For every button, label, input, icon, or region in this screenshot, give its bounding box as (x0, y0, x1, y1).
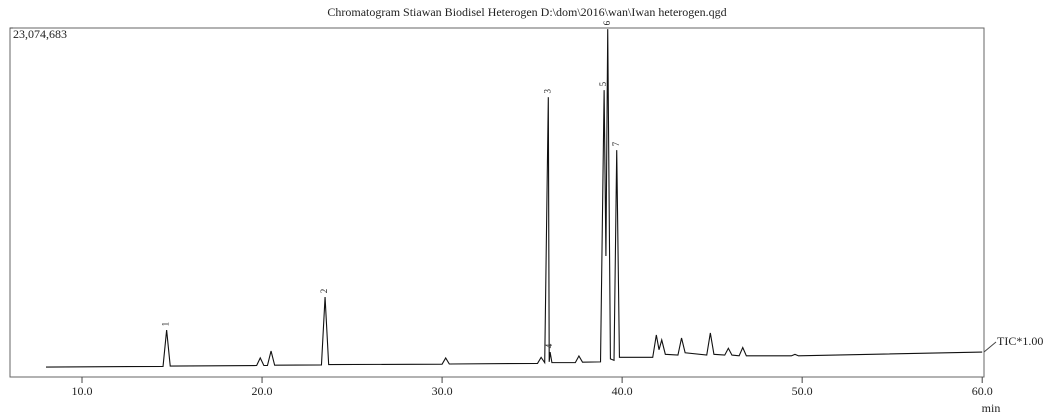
x-tick-label: 40.0 (612, 384, 633, 398)
peak-label: 4 (544, 343, 554, 348)
peak-label: 5 (598, 81, 608, 86)
peak-label: 2 (319, 289, 329, 294)
series-line (46, 29, 983, 368)
peak-label: 1 (161, 322, 171, 327)
peak-label: 7 (611, 141, 621, 146)
y-tick-label: 23,074,683 (13, 27, 67, 41)
x-tick-label: 10.0 (72, 384, 93, 398)
x-tick-label: 60.0 (972, 384, 993, 398)
peak-label: 3 (542, 88, 552, 93)
x-tick-label: 50.0 (792, 384, 813, 398)
legend-label: TIC*1.00 (997, 334, 1043, 348)
x-tick-label: 20.0 (252, 384, 273, 398)
plot-frame (9, 27, 985, 378)
peak-label: 6 (602, 20, 612, 25)
legend-leader (983, 341, 997, 353)
chart-title: Chromatogram Stiawan Biodisel Heterogen … (327, 5, 726, 19)
x-axis-label: min (982, 401, 1001, 415)
x-tick-label: 30.0 (432, 384, 453, 398)
